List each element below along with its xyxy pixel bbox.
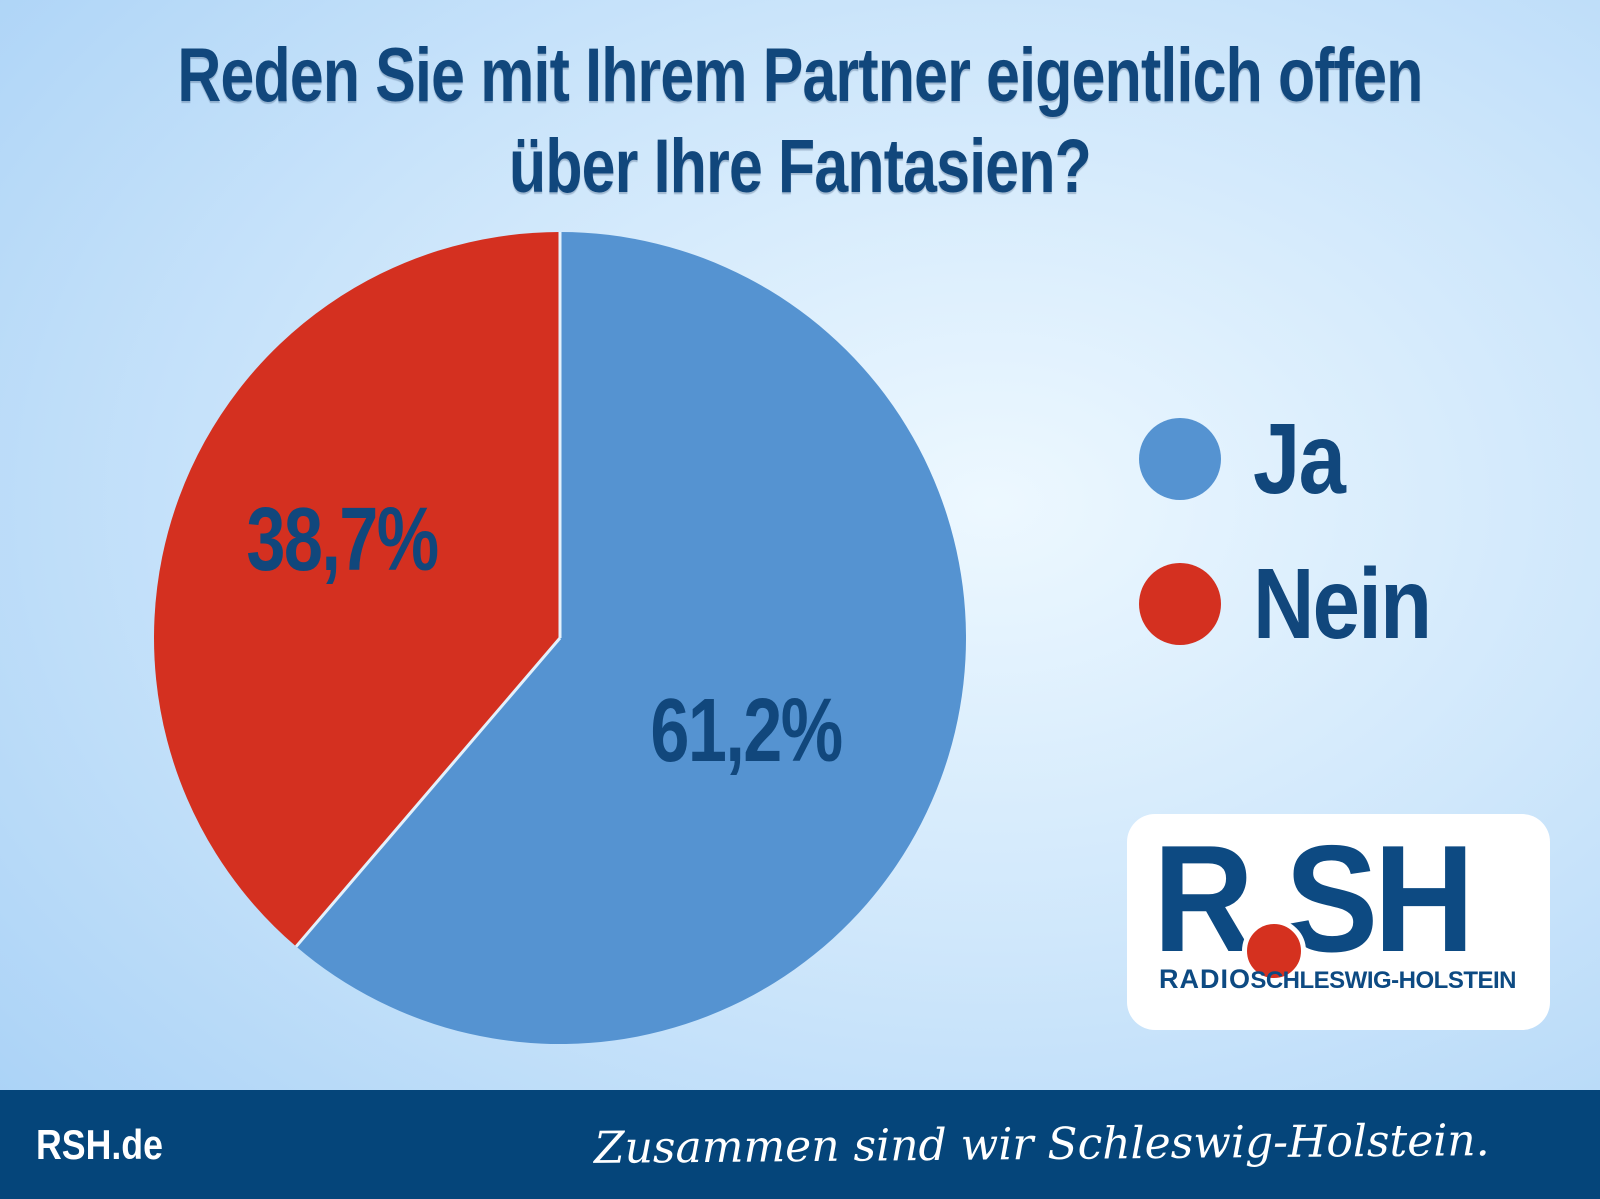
logo-letters-sh: SH <box>1285 814 1475 984</box>
rsh-logo: R SH RADIO SCHLESWIG-HOLSTEIN <box>1127 814 1550 1030</box>
legend: Ja Nein <box>1139 409 1462 654</box>
title-line-1: Reden Sie mit Ihrem Partner eigentlich o… <box>177 33 1423 118</box>
legend-dot-ja-icon <box>1139 418 1221 500</box>
logo-letter-r: R <box>1153 814 1254 984</box>
pie-chart <box>154 232 966 1044</box>
pie-value-label-ja: 61,2% <box>650 681 843 781</box>
logo-radio-text: RADIO <box>1159 964 1251 994</box>
title-line-2: über Ihre Fantasien? <box>509 124 1092 210</box>
pie-value-label-nein: 38,7% <box>246 490 439 590</box>
footer-slogan: Zusammen sind wir Schleswig-Holstein. <box>594 1115 1491 1174</box>
logo-region-text: SCHLESWIG-HOLSTEIN <box>1250 967 1516 994</box>
page-title: Reden Sie mit Ihrem Partner eigentlich o… <box>0 30 1600 212</box>
pie-slice-nein <box>154 232 560 947</box>
legend-dot-nein-icon <box>1139 563 1221 645</box>
pie-slice-ja <box>296 232 966 1044</box>
footer-bar: RSH.de Zusammen sind wir Schleswig-Holst… <box>0 1090 1600 1199</box>
legend-label-ja: Ja <box>1253 403 1346 515</box>
legend-label-nein: Nein <box>1253 548 1432 660</box>
legend-item-ja: Ja <box>1139 409 1462 509</box>
footer-site-url: RSH.de <box>36 1120 163 1168</box>
pie-slice-separator <box>294 637 562 948</box>
legend-item-nein: Nein <box>1139 554 1462 654</box>
logo-red-dot-icon <box>1242 919 1306 983</box>
